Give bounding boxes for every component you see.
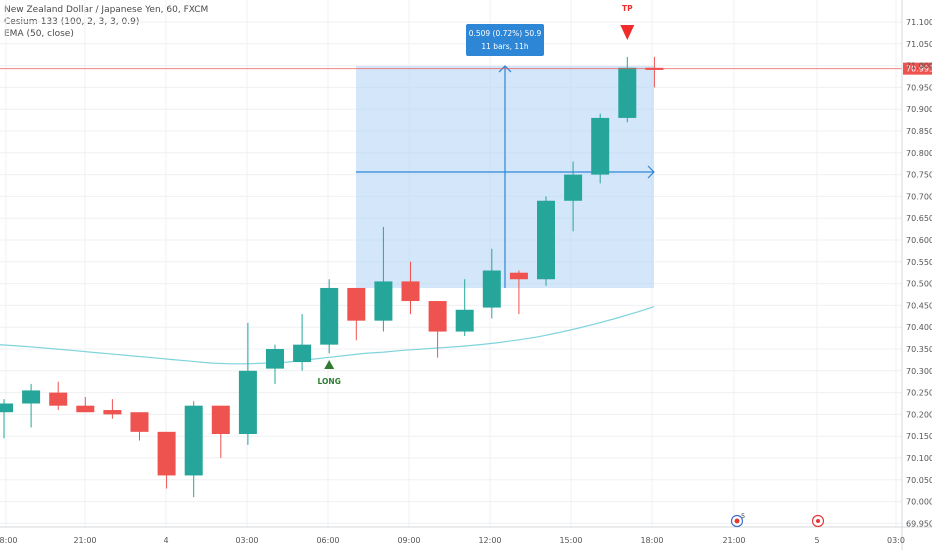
price-tick-label: 70.050 [906, 476, 932, 485]
price-tick-label: 69.950 [906, 519, 932, 528]
arrow-head-up-icon [498, 65, 512, 73]
indicator-ema-label[interactable]: EMA (50, close) [4, 29, 74, 39]
event-badges[interactable]: 5 [730, 512, 825, 528]
candle-body [618, 67, 637, 118]
candle-body [293, 344, 312, 363]
price-tick-label: 70.200 [906, 410, 932, 419]
candle-body [157, 431, 176, 476]
time-tick-label: 12:00 [478, 536, 501, 545]
time-tick-label: 09:00 [397, 536, 420, 545]
time-tick-label: 21:00 [722, 536, 745, 545]
candle-body [22, 390, 41, 404]
measure-tool[interactable]: 0.509 (0.72%) 50.9 11 bars, 11h [356, 24, 655, 288]
price-tick-label: 70.600 [906, 236, 932, 245]
candle-body [591, 117, 610, 175]
price-tick-label: 70.750 [906, 171, 932, 180]
measure-change-text: 0.509 (0.72%) 50.9 [469, 29, 542, 38]
time-tick-label: 4 [163, 536, 168, 545]
time-tick-label: 21:00 [73, 536, 96, 545]
candle-body [130, 412, 149, 432]
candle-body [238, 370, 257, 435]
last-price-text: 70.993 [906, 65, 932, 74]
candle-body [0, 403, 13, 413]
time-tick-label: 5 [814, 536, 819, 545]
arrow-head-right-icon [647, 165, 655, 179]
time-tick-label: 18:00 [640, 536, 663, 545]
candle-body [537, 200, 555, 280]
price-tick-label: 70.800 [906, 149, 932, 158]
candle-body [509, 272, 528, 280]
candle-body [184, 405, 203, 476]
price-tick-label: 70.300 [906, 367, 932, 376]
price-tick-label: 70.250 [906, 389, 932, 398]
candle-body [76, 405, 95, 413]
long-triangle-icon [324, 360, 335, 369]
candle-body [266, 349, 284, 369]
price-tick-label: 70.700 [906, 192, 932, 201]
price-tick-label: 70.350 [906, 345, 932, 354]
long-label: LONG [318, 377, 341, 386]
price-tick-label: 70.650 [906, 214, 932, 223]
time-axis[interactable]: 18:00 21:00 4 03:00 06:00 09:00 12:00 15:00 18:0… [0, 526, 932, 545]
candle-body [428, 301, 447, 332]
event-count-badge: 5 [741, 512, 745, 520]
measure-bars-text: 11 bars, 11h [481, 42, 529, 51]
time-tick-label: 03:0 [887, 536, 905, 545]
price-tick-label: 71.050 [906, 40, 932, 49]
measure-label-box [466, 24, 544, 56]
price-tick-label: 70.850 [906, 127, 932, 136]
price-tick-label: 70.150 [906, 432, 932, 441]
candle-body [401, 281, 420, 302]
candle-body [482, 270, 501, 308]
price-tick-label: 70.550 [906, 258, 932, 267]
tp-label: TP [622, 4, 633, 13]
price-tick-label: 70.100 [906, 454, 932, 463]
event-dot-icon [734, 518, 740, 524]
candle-body [320, 287, 339, 345]
last-price-line: 70.993 [0, 62, 932, 75]
trade-markers: LONG TP [318, 4, 635, 386]
tp-triangle-icon [620, 25, 635, 40]
price-axis[interactable]: 71.100 71.050 71.000 70.950 70.900 70.850 70.8… [901, 0, 932, 550]
candle-body [103, 410, 122, 415]
price-tick-label: 70.400 [906, 323, 932, 332]
candle-body [49, 392, 68, 406]
symbol-title[interactable]: New Zealand Dollar / Japanese Yen, 60, F… [4, 5, 209, 15]
time-tick-label: 03:00 [235, 536, 258, 545]
candlestick-series [0, 56, 664, 498]
ema-polyline [0, 306, 655, 365]
candle-body [347, 287, 366, 321]
candle-body [211, 405, 230, 435]
price-tick-label: 70.950 [906, 83, 932, 92]
price-tick-label: 71.000 [906, 62, 932, 71]
price-tick-label: 70.500 [906, 280, 932, 289]
last-price-tag [903, 62, 932, 75]
time-tick-label: 06:00 [316, 536, 339, 545]
candle-body [374, 281, 393, 321]
event-dot-icon [816, 519, 820, 523]
price-tick-label: 70.000 [906, 498, 932, 507]
time-tick-label: 18:00 [0, 536, 18, 545]
candle-body [455, 309, 474, 332]
ema-line [0, 306, 655, 365]
candle-body [564, 174, 583, 201]
time-tick-label: 15:00 [559, 536, 582, 545]
price-tick-label: 70.450 [906, 301, 932, 310]
price-tick-label: 70.900 [906, 105, 932, 114]
price-tick-label: 71.100 [906, 18, 932, 27]
